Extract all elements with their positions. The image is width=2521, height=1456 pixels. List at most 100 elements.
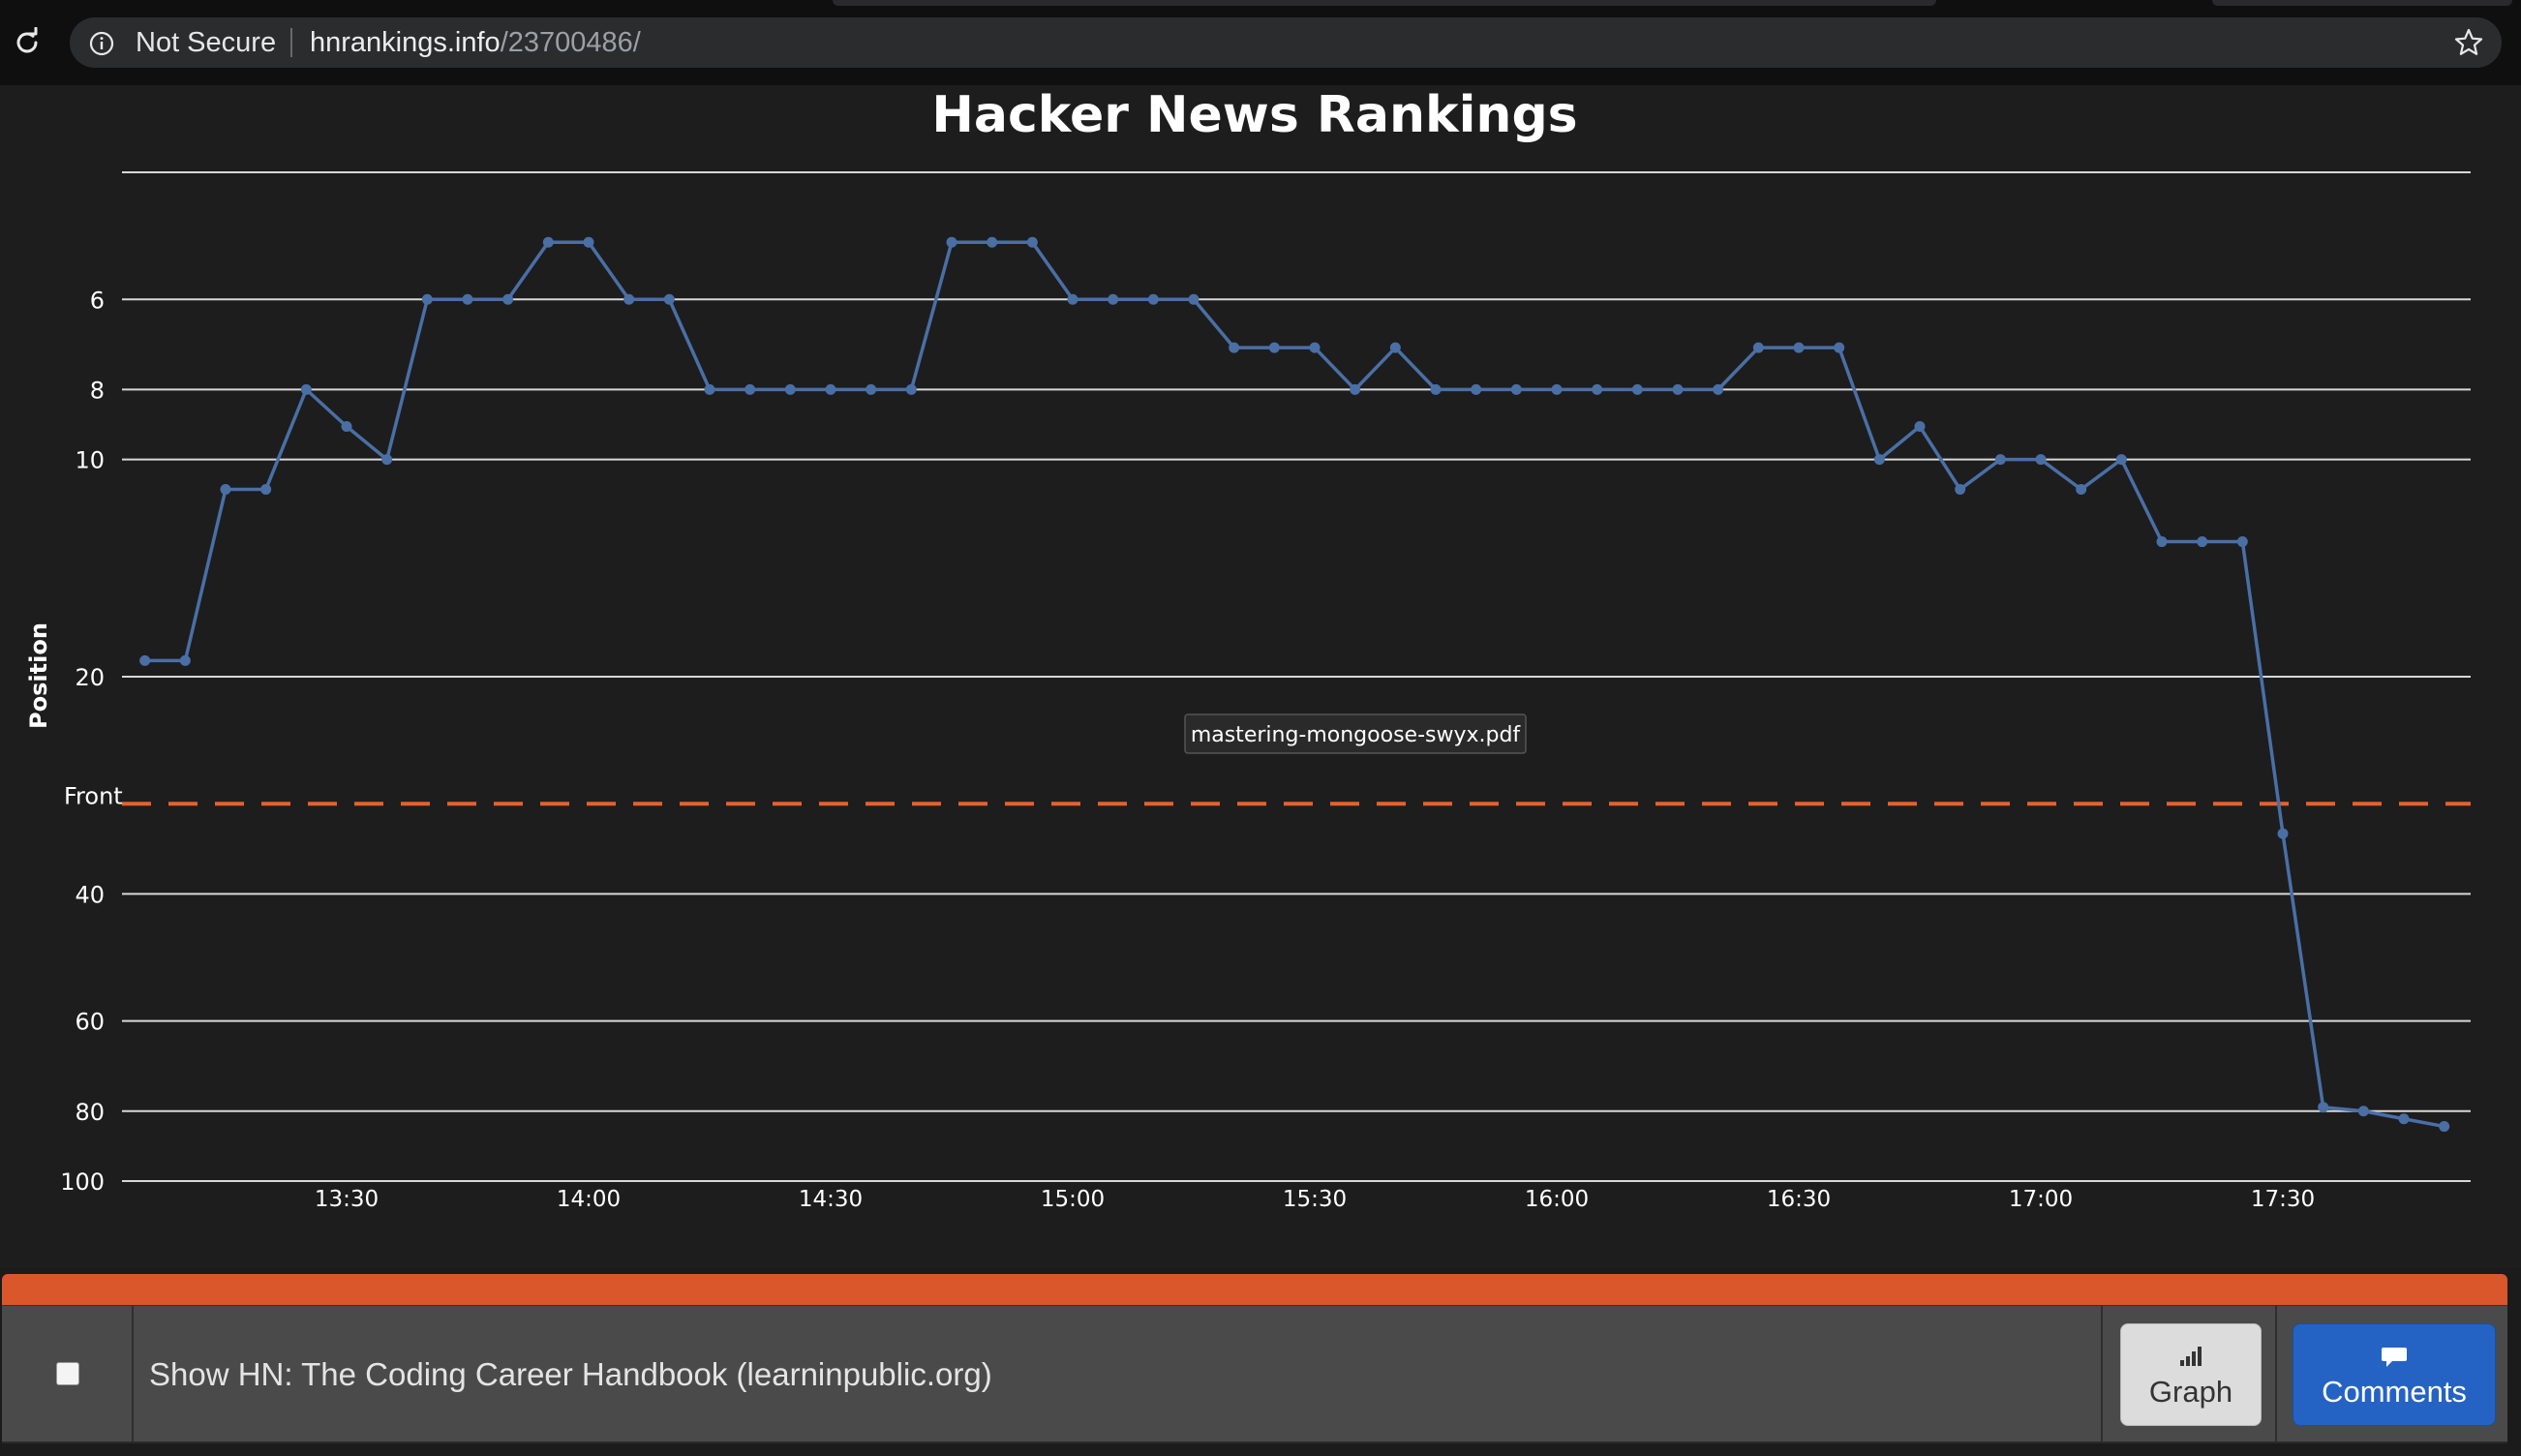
- browser-toolbar: Not Secure hnrankings.info/23700486/: [0, 0, 2521, 85]
- data-point: [704, 383, 715, 395]
- reload-button[interactable]: [8, 23, 46, 62]
- comments-button[interactable]: Comments: [2293, 1323, 2496, 1426]
- x-tick-label: 14:00: [557, 1187, 621, 1212]
- chart-title: Hacker News Rankings: [931, 86, 1577, 144]
- front-page-threshold: Front: [64, 782, 2471, 809]
- data-point: [2035, 454, 2047, 466]
- y-tick-label: 60: [75, 1009, 105, 1036]
- data-point: [2398, 1113, 2410, 1125]
- grid-lines: [122, 171, 2471, 1182]
- data-point: [744, 383, 756, 395]
- x-tick-label: 13:30: [315, 1187, 379, 1212]
- x-tick-label: 17:30: [2251, 1187, 2315, 1212]
- data-point: [542, 236, 554, 248]
- speech-bubble-icon: [2382, 1348, 2407, 1367]
- data-point: [1672, 383, 1684, 395]
- story-select-checkbox[interactable]: [56, 1362, 79, 1385]
- data-point: [905, 383, 917, 395]
- x-tick-labels: 13:30 14:00 14:30 15:00 15:30 16:00 16:30 17:00…: [315, 1187, 2315, 1212]
- x-tick-label: 14:30: [799, 1187, 863, 1212]
- address-bar[interactable]: Not Secure hnrankings.info/23700486/: [70, 17, 2502, 68]
- data-point: [502, 293, 514, 305]
- data-point: [2277, 828, 2289, 839]
- story-row: Show HN: The Coding Career Handbook (lea…: [2, 1305, 2507, 1443]
- data-point: [179, 654, 191, 666]
- x-tick-label: 17:00: [2009, 1187, 2073, 1212]
- graph-button[interactable]: Graph: [2120, 1323, 2262, 1426]
- star-icon[interactable]: [2453, 27, 2484, 58]
- data-point: [1955, 483, 1966, 495]
- y-tick-label: 80: [75, 1099, 105, 1126]
- data-point: [583, 236, 594, 248]
- data-point: [1510, 383, 1522, 395]
- data-point: [2318, 1102, 2329, 1113]
- data-point: [1229, 342, 1240, 353]
- data-point: [1994, 454, 2006, 466]
- data-point: [1631, 383, 1643, 395]
- data-point: [1147, 293, 1159, 305]
- graph-button-label: Graph: [2148, 1375, 2233, 1409]
- data-point: [1834, 342, 1845, 353]
- rankings-chart: Hacker News Rankings Position 6 8 10 20 40 60…: [0, 85, 2521, 1268]
- data-point: [1188, 293, 1200, 305]
- cell-divider: [2101, 1306, 2103, 1441]
- tooltip: mastering-mongoose-swyx.pdf: [1184, 713, 1527, 754]
- chart-canvas: Hacker News Rankings Position 6 8 10 20 40 60…: [25, 86, 2471, 1212]
- data-point: [1713, 383, 1724, 395]
- data-point: [1471, 383, 1482, 395]
- data-point: [1026, 236, 1038, 248]
- data-point: [139, 654, 151, 666]
- bar-chart-icon: [2180, 1347, 2202, 1366]
- data-point: [300, 383, 312, 395]
- y-tick-label: 40: [75, 881, 105, 908]
- data-point: [1752, 342, 1764, 353]
- y-tick-label: 10: [75, 447, 105, 474]
- data-point: [623, 293, 635, 305]
- x-tick-label: 16:30: [1767, 1187, 1831, 1212]
- x-tick-label: 15:00: [1041, 1187, 1105, 1212]
- reload-icon: [16, 27, 38, 53]
- x-tick-label: 15:30: [1283, 1187, 1347, 1212]
- comments-button-label: Comments: [2322, 1375, 2467, 1409]
- data-point: [1551, 383, 1563, 395]
- front-threshold-label: Front: [64, 782, 123, 809]
- data-point: [2115, 454, 2127, 466]
- tab-strip-right: [2212, 0, 2512, 6]
- data-point: [2076, 483, 2087, 495]
- data-point: [220, 483, 231, 495]
- data-point: [260, 483, 272, 495]
- security-status: Not Secure: [136, 27, 277, 58]
- info-icon[interactable]: [89, 31, 114, 56]
- data-point: [1873, 454, 1885, 466]
- data-point: [2156, 536, 2168, 548]
- data-point: [381, 454, 393, 466]
- data-point: [1108, 293, 1119, 305]
- url-host: hnrankings.info: [310, 27, 501, 58]
- data-point: [462, 293, 473, 305]
- data-point: [1309, 342, 1321, 353]
- data-point: [341, 421, 352, 433]
- data-point: [1067, 293, 1078, 305]
- url-text[interactable]: hnrankings.info/23700486/: [310, 26, 641, 59]
- data-point: [1592, 383, 1603, 395]
- data-point: [421, 293, 433, 305]
- y-tick-labels: 6 8 10 20 40 60 80 100: [60, 287, 105, 1196]
- data-point: [1350, 383, 1361, 395]
- data-point: [1914, 421, 1926, 433]
- tooltip-text: mastering-mongoose-swyx.pdf: [1191, 723, 1522, 747]
- data-point: [2236, 536, 2248, 548]
- y-tick-label: 100: [60, 1168, 105, 1196]
- story-title[interactable]: Show HN: The Coding Career Handbook (lea…: [149, 1356, 992, 1392]
- data-point: [1793, 342, 1805, 353]
- data-point: [1430, 383, 1442, 395]
- tooltip-box: [1184, 713, 1527, 754]
- tab-strip: [833, 0, 1936, 6]
- url-path: /23700486/: [500, 27, 641, 58]
- y-tick-label: 6: [90, 287, 105, 314]
- series-line: [144, 240, 2445, 1129]
- y-tick-label: 8: [90, 377, 105, 404]
- data-point: [1268, 342, 1280, 353]
- data-point: [2357, 1106, 2369, 1117]
- data-point: [2439, 1121, 2450, 1133]
- data-point: [866, 383, 877, 395]
